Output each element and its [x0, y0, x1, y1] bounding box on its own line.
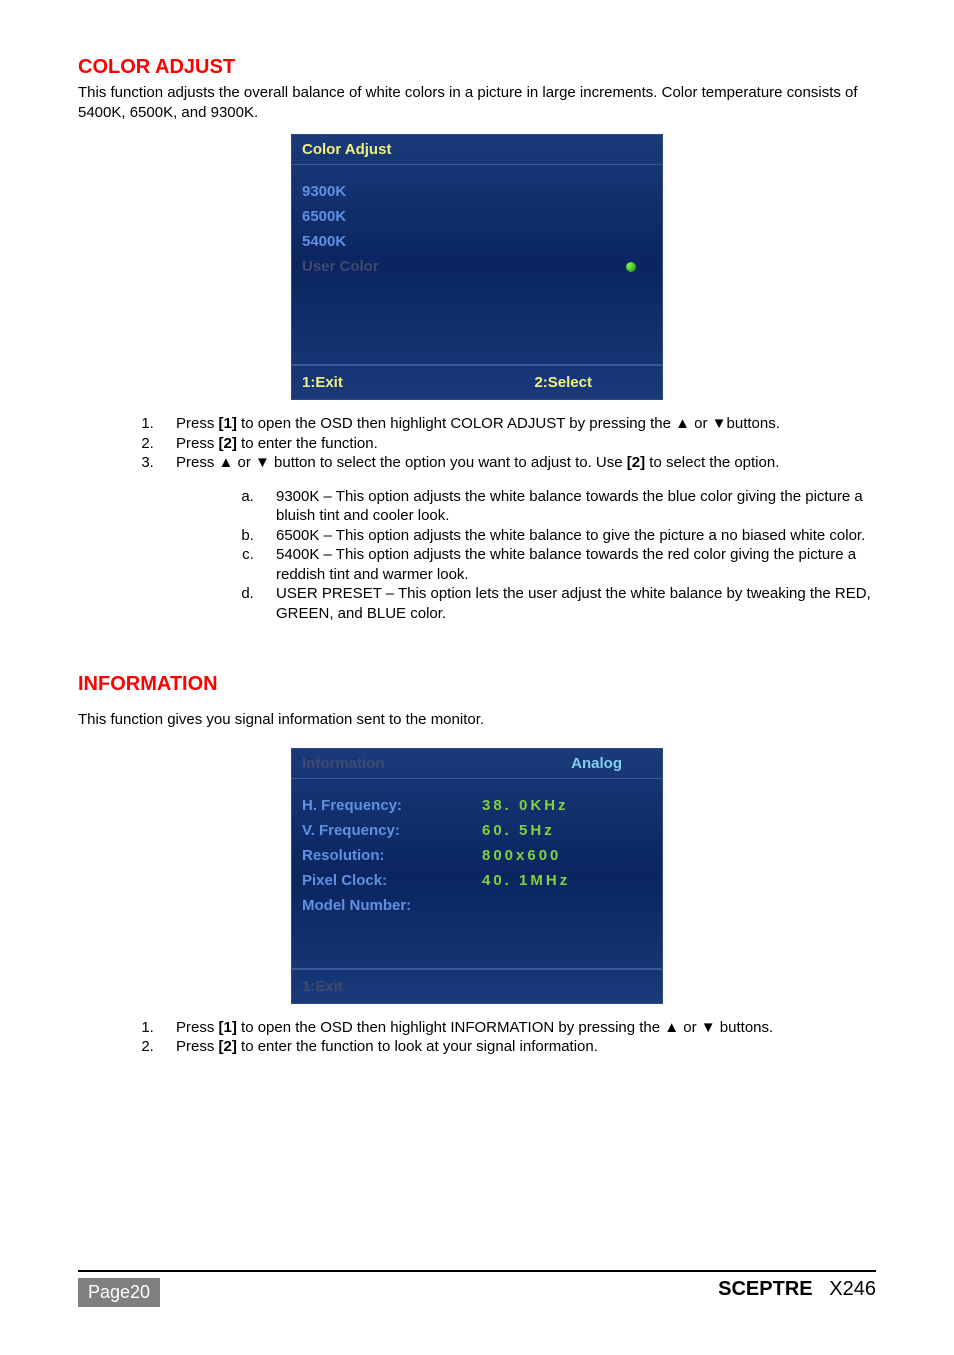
osd-title-right: Analog — [571, 755, 622, 772]
osd-select-label: 2:Select — [534, 374, 592, 391]
list-item: 9300K – This option adjusts the white ba… — [258, 487, 876, 526]
info-row: V. Frequency: 60. 5Hz — [302, 818, 652, 843]
list-item: Press [1] to open the OSD then highlight… — [158, 414, 876, 434]
information-osd: Information Analog H. Frequency: 38. 0KH… — [291, 748, 663, 1004]
osd-body: 9300K 6500K 5400K User Color — [292, 165, 662, 365]
color-adjust-steps: Press [1] to open the OSD then highlight… — [158, 414, 876, 473]
osd-body: H. Frequency: 38. 0KHz V. Frequency: 60.… — [292, 779, 662, 969]
list-item: 5400K – This option adjusts the white ba… — [258, 545, 876, 584]
color-adjust-intro: This function adjusts the overall balanc… — [78, 83, 876, 122]
list-item: 6500K – This option adjusts the white ba… — [258, 526, 876, 546]
brand-name: SCEPTRE — [718, 1278, 812, 1300]
list-item: USER PRESET – This option lets the user … — [258, 584, 876, 623]
osd-item-9300k: 9300K — [302, 179, 652, 204]
info-value: 60. 5Hz — [482, 822, 555, 839]
info-label: Model Number: — [302, 897, 482, 914]
page-footer: Page20 SCEPTRE X246 — [78, 1270, 876, 1307]
info-label: V. Frequency: — [302, 822, 482, 839]
page-number: Page20 — [78, 1278, 160, 1307]
osd-item-5400k: 5400K — [302, 229, 652, 254]
information-intro: This function gives you signal informati… — [78, 710, 876, 730]
radio-icon — [626, 262, 636, 272]
osd-exit-label: 1:Exit — [302, 374, 343, 391]
color-adjust-osd: Color Adjust 9300K 6500K 5400K User Colo… — [291, 134, 663, 400]
osd-item-6500k: 6500K — [302, 204, 652, 229]
osd-item-user-color: User Color — [302, 254, 652, 279]
info-label: H. Frequency: — [302, 797, 482, 814]
osd-footer: 1:Exit — [292, 969, 662, 1003]
list-item: Press ▲ or ▼ button to select the option… — [158, 453, 876, 473]
model-name: X246 — [829, 1278, 876, 1300]
info-label: Resolution: — [302, 847, 482, 864]
osd-title: Color Adjust — [292, 135, 662, 165]
color-adjust-substeps: 9300K – This option adjusts the white ba… — [258, 487, 876, 624]
list-item: Press [2] to enter the function. — [158, 434, 876, 454]
osd-footer: 1:Exit 2:Select — [292, 365, 662, 399]
info-label: Pixel Clock: — [302, 872, 482, 889]
information-heading: INFORMATION — [78, 673, 876, 696]
info-row: Model Number: — [302, 893, 652, 918]
info-value: 800x600 — [482, 847, 561, 864]
list-item: Press [2] to enter the function to look … — [158, 1037, 876, 1057]
color-adjust-heading: COLOR ADJUST — [78, 56, 876, 79]
info-row: H. Frequency: 38. 0KHz — [302, 793, 652, 818]
information-section: INFORMATION This function gives you sign… — [78, 673, 876, 1057]
information-steps: Press [1] to open the OSD then highlight… — [158, 1018, 876, 1057]
osd-exit-label: 1:Exit — [302, 978, 343, 995]
info-value: 38. 0KHz — [482, 797, 569, 814]
footer-right: SCEPTRE X246 — [718, 1278, 876, 1307]
info-value: 40. 1MHz — [482, 872, 570, 889]
info-row: Resolution: 800x600 — [302, 843, 652, 868]
color-adjust-section: COLOR ADJUST This function adjusts the o… — [78, 56, 876, 623]
info-row: Pixel Clock: 40. 1MHz — [302, 868, 652, 893]
list-item: Press [1] to open the OSD then highlight… — [158, 1018, 876, 1038]
